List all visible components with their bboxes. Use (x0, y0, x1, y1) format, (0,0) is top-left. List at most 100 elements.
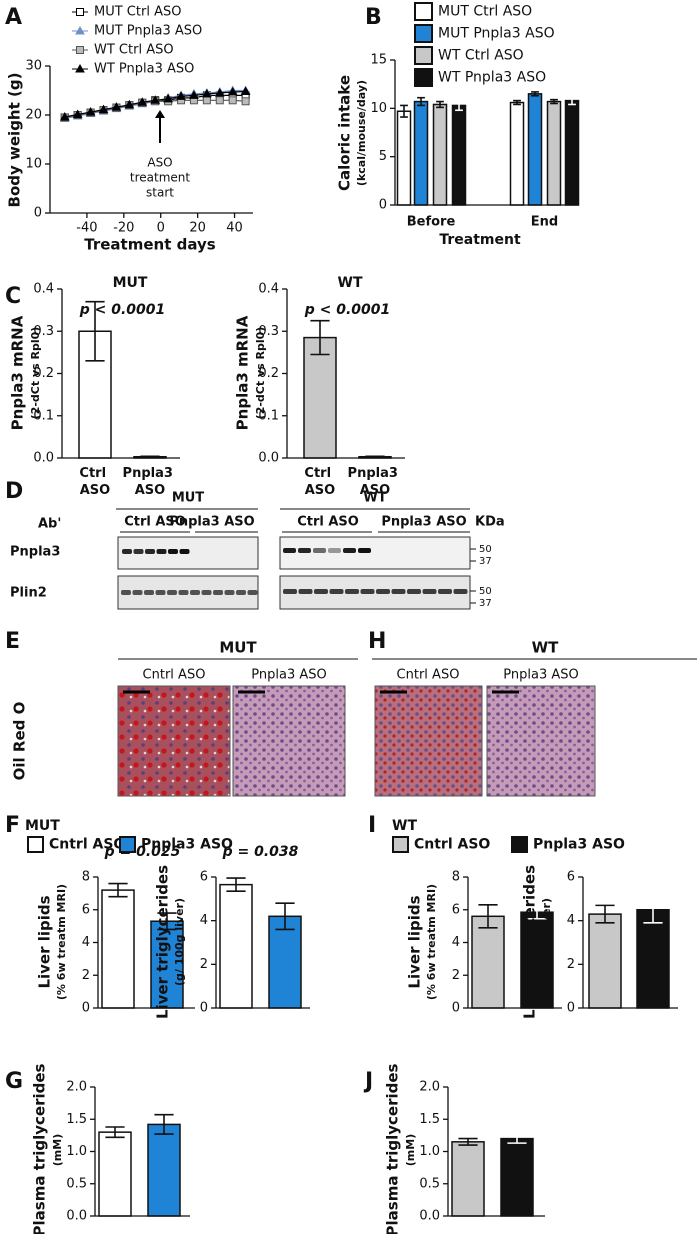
blot-marker: 50 (479, 544, 492, 555)
error-bar (595, 904, 615, 924)
y-axis-label: (kcal/mouse/day) (355, 80, 368, 186)
blot-band (156, 549, 167, 554)
y-tick-label: 30 (25, 59, 42, 74)
blot-band (328, 548, 341, 553)
blot-band (453, 589, 468, 594)
blot-band (178, 590, 189, 595)
panel-letter: F (5, 813, 20, 838)
blot-bands (121, 548, 468, 595)
blot-band (360, 589, 375, 594)
error-bar (527, 904, 547, 920)
error-bar (400, 104, 408, 118)
blot-image (279, 536, 471, 570)
blot-band (329, 589, 344, 594)
bar (500, 1137, 534, 1217)
blot-subgroup: Ctrl ASO (297, 515, 359, 530)
bar (396, 110, 412, 206)
legend-label: WT Pnpla3 ASO (94, 62, 194, 77)
y-tick-label: 2.0 (419, 1080, 440, 1095)
legend-label: WT Ctrl ASO (94, 43, 174, 58)
y-tick-label: 0.5 (66, 1176, 87, 1191)
error-bar (507, 1133, 527, 1144)
blot-band (358, 548, 371, 553)
y-tick-label: 2.0 (66, 1080, 87, 1095)
blot-subgroup: Ctrl ASO (124, 515, 186, 530)
blot-band (298, 589, 313, 594)
legend-swatch (414, 46, 433, 65)
data-point (189, 90, 199, 99)
legend-label: Cntrl ASO (414, 837, 490, 853)
legend-marker (76, 8, 84, 16)
y-axis-label: Liver lipids (406, 895, 424, 988)
data-point (150, 95, 161, 104)
y-tick-label: 0.4 (33, 282, 54, 297)
error-bar (310, 319, 330, 356)
legend-label: Pnpla3 ASO (533, 837, 625, 853)
y-tick-label: 10 (370, 101, 387, 116)
annotation: treatment (130, 171, 190, 185)
blot-band (201, 590, 212, 595)
blot-group: MUT (172, 491, 204, 506)
y-tick-label: 2 (452, 968, 460, 983)
legend-swatch (511, 836, 528, 853)
histology-group: MUT (219, 639, 257, 657)
bar (98, 1131, 132, 1217)
data-point (215, 96, 224, 105)
histology-image (232, 685, 346, 797)
x-tick-label: -20 (113, 221, 134, 236)
y-axis-label: Liver triglycerides (154, 865, 172, 1019)
y-tick-label: 0.1 (33, 408, 54, 423)
y-tick-label: 4 (200, 913, 208, 928)
blot-band (314, 589, 328, 594)
y-tick-label: 15 (370, 53, 387, 68)
bar (219, 883, 253, 1009)
blot-band (168, 549, 178, 554)
x-axis-label: Treatment (439, 232, 521, 248)
bar (588, 913, 622, 1009)
bar (413, 100, 429, 206)
legend-label: MUT Pnpla3 ASO (94, 24, 202, 39)
panel-letter: D (5, 479, 23, 504)
y-tick-label: 0.5 (419, 1176, 440, 1191)
y-axis-label: (mM) (51, 1134, 64, 1166)
panel-letter: A (5, 5, 22, 30)
legend-swatch (414, 24, 433, 43)
panel-letter: H (368, 629, 386, 654)
bar (101, 889, 135, 1009)
y-tick-label: 2 (82, 968, 90, 983)
y-axis-label: Body weight (g) (6, 73, 24, 208)
stain-label: Oil Red O (11, 702, 29, 781)
y-axis-label: (g/ 100g liver) (173, 898, 186, 986)
y-axis-label: (% 6w treatm MRI) (55, 884, 68, 1000)
y-tick-label: 0.0 (33, 451, 54, 466)
bar (564, 99, 580, 206)
data-point (228, 96, 237, 105)
y-tick-label: 0 (379, 198, 387, 213)
y-tick-label: 0.3 (33, 324, 54, 339)
y-tick-label: 6 (452, 902, 460, 917)
histology-group: WT (532, 639, 560, 657)
y-tick-label: 1.5 (66, 1112, 87, 1127)
blot-band (407, 589, 421, 594)
blot-band (391, 589, 406, 594)
panel-letter: I (368, 813, 376, 838)
blot-band (133, 549, 144, 554)
histology-condition: Pnpla3 ASO (503, 668, 578, 683)
histology-image (486, 685, 596, 797)
blot-band (224, 590, 235, 595)
y-tick-label: 4 (82, 935, 90, 950)
blot-marker: 37 (479, 556, 492, 567)
blot-row-label: Plin2 (10, 586, 47, 601)
y-tick-label: 0 (200, 1001, 208, 1016)
blot-subgroup: Pnpla3 ASO (169, 515, 254, 530)
error-bar (436, 100, 444, 109)
y-tick-label: 0 (34, 206, 42, 221)
legend-marker (75, 25, 85, 35)
legend-swatch (119, 836, 136, 853)
x-tick-label: Before (407, 215, 456, 230)
blot-band (376, 589, 390, 594)
legend-label: Pnpla3 ASO (141, 837, 233, 853)
legend-label: Cntrl ASO (49, 837, 125, 853)
y-axis-label: Plasma triglycerides (384, 1063, 402, 1234)
y-axis-label: Pnpla3 mRNA (9, 315, 27, 430)
